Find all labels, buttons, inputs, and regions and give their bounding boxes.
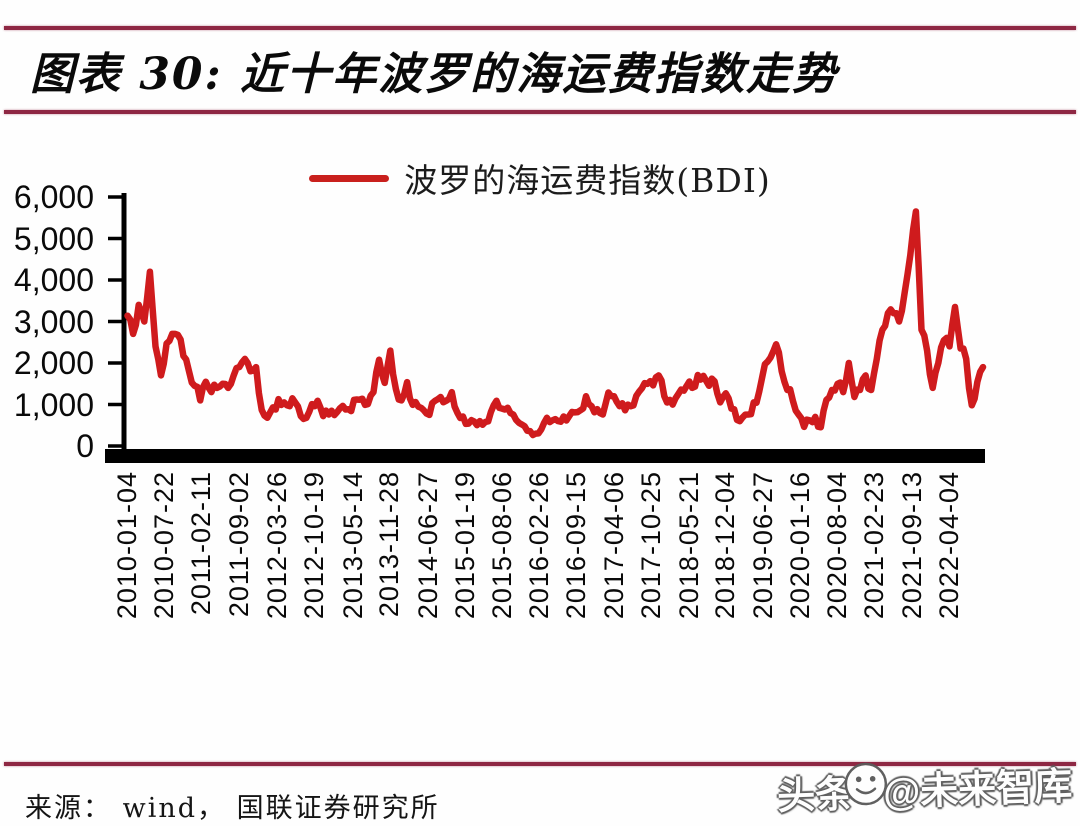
x-tick-label: 2014-06-27 — [412, 471, 443, 620]
x-tick-label: 2017-10-25 — [635, 471, 666, 620]
y-tick-label: 0 — [76, 428, 94, 464]
legend-line-swatch — [309, 174, 390, 182]
x-tick-label: 2013-11-28 — [373, 471, 404, 618]
x-tick-label: 2021-09-13 — [896, 471, 927, 620]
x-tick-label: 2021-02-23 — [859, 471, 890, 620]
x-tick-label: 2012-10-19 — [299, 471, 330, 620]
x-tick-label: 2013-05-14 — [337, 471, 368, 620]
bottom-accent-rule — [4, 762, 1076, 766]
x-tick-label: 2016-09-15 — [561, 471, 592, 620]
y-axis-ticks — [108, 195, 122, 448]
top-accent-rule — [4, 26, 1076, 30]
x-tick-label: 2011-09-02 — [223, 471, 254, 618]
figure-title: 图表 30: 近十年波罗的海运费指数走势 — [30, 49, 839, 100]
x-tick-label: 2015-01-19 — [450, 471, 481, 620]
x-tick-label: 2020-01-16 — [785, 471, 816, 620]
x-tick-label: 2018-12-04 — [710, 471, 741, 620]
x-tick-label: 2019-06-27 — [748, 471, 779, 620]
title-underline-rule — [4, 110, 1076, 114]
x-tick-label: 2018-05-21 — [674, 471, 705, 620]
legend-series-label: 波罗的海运费指数(BDI) — [404, 161, 771, 200]
watermark-handle: @未来智库 — [882, 765, 1073, 815]
x-tick-label: 2011-02-11 — [186, 471, 217, 616]
y-tick-label: 1,000 — [13, 386, 94, 423]
toutiao-smiley-icon — [844, 762, 888, 805]
y-tick-label: 6,000 — [13, 179, 94, 215]
x-axis-bar — [105, 449, 985, 463]
y-tick-label: 5,000 — [13, 220, 94, 257]
x-tick-label: 2012-03-26 — [261, 471, 292, 620]
x-tick-label: 2015-08-06 — [487, 471, 518, 620]
chart-legend: 波罗的海运费指数(BDI) — [0, 156, 1080, 200]
y-tick-label: 2,000 — [13, 345, 94, 381]
y-tick-label: 4,000 — [13, 262, 94, 298]
bdi-series-line — [124, 208, 987, 439]
watermark: 头条 @未来智库 — [776, 755, 1073, 820]
x-tick-label: 2010-01-04 — [112, 471, 143, 620]
x-tick-label: 2010-07-22 — [148, 471, 179, 620]
x-tick-label: 2020-08-04 — [822, 471, 853, 620]
y-axis-line — [121, 193, 127, 449]
x-tick-label: 2022-04-04 — [934, 471, 964, 620]
y-tick-label: 3,000 — [13, 303, 94, 340]
source-note: 来源： wind， 国联证券研究所 — [25, 793, 440, 824]
x-tick-label: 2017-04-06 — [598, 471, 629, 620]
x-tick-label: 2016-02-26 — [524, 471, 555, 620]
